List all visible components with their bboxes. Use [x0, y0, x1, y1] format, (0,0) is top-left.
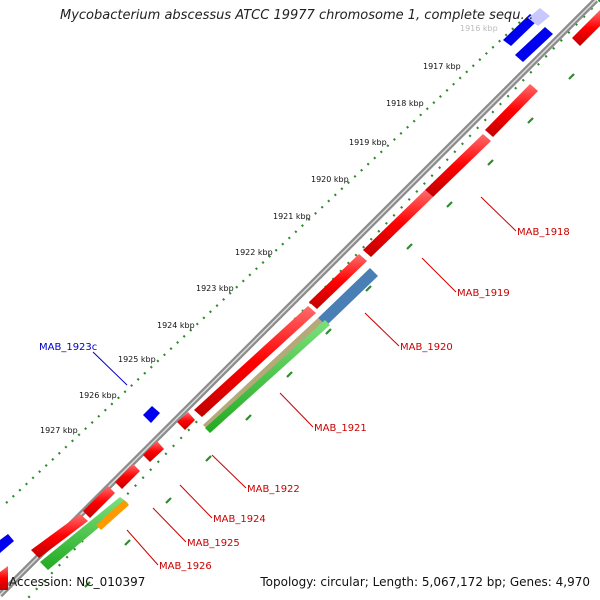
sequence-stats: Topology: circular; Length: 5,067,172 bp…: [260, 575, 590, 589]
gene-label-mab-1918[interactable]: MAB_1918: [517, 227, 570, 238]
gene-label-mab-1923c[interactable]: MAB_1923c: [39, 342, 97, 353]
tick-label: 1924 kbp: [157, 321, 195, 330]
gene-label-mab-1920[interactable]: MAB_1920: [400, 342, 453, 353]
tick-label: 1923 kbp: [196, 284, 234, 293]
tick-label: 1919 kbp: [349, 138, 387, 147]
label-leaders: [92, 196, 517, 566]
cds-arrow[interactable]: [0, 566, 8, 590]
cds-arrow[interactable]: [143, 441, 164, 462]
inner-tick-ring: [3, 21, 521, 506]
gene-bar[interactable]: [40, 497, 128, 570]
tick-labels: 1916 kbp 1917 kbp 1918 kbp 1919 kbp 1920…: [40, 24, 498, 435]
gene-label-mab-1926[interactable]: MAB_1926: [159, 561, 212, 572]
cds-arrow[interactable]: [83, 486, 115, 518]
cds-arrow-reverse[interactable]: [0, 534, 14, 553]
accession-label: Accession: NC_010397: [9, 575, 146, 589]
reverse-cds-track: [0, 8, 553, 553]
cds-arrow[interactable]: [485, 84, 538, 137]
misc-feature-blue[interactable]: [318, 268, 378, 326]
tick-label: 1925 kbp: [118, 355, 156, 364]
cds-arrow-reverse-faded[interactable]: [528, 8, 550, 26]
cds-arrow-reverse[interactable]: [515, 27, 553, 62]
gene-labels: MAB_1918 MAB_1919 MAB_1920 MAB_1921 MAB_…: [39, 227, 570, 572]
cds-arrow[interactable]: [572, 10, 600, 46]
cds-arrow[interactable]: [177, 412, 195, 430]
orange-feature[interactable]: [96, 500, 129, 530]
gene-label-mab-1925[interactable]: MAB_1925: [187, 538, 240, 549]
gene-label-mab-1921[interactable]: MAB_1921: [314, 423, 367, 434]
tick-label: 1920 kbp: [311, 175, 349, 184]
tick-label: 1916 kbp: [460, 24, 498, 33]
cds-arrow-reverse[interactable]: [143, 406, 160, 423]
cds-arrow-reverse[interactable]: [503, 14, 538, 46]
tick-label: 1921 kbp: [273, 212, 311, 221]
tick-label: 1926 kbp: [79, 391, 117, 400]
cds-arrow[interactable]: [115, 464, 140, 489]
cds-arrow[interactable]: [425, 134, 491, 197]
tick-label: 1918 kbp: [386, 99, 424, 108]
gene-label-mab-1919[interactable]: MAB_1919: [457, 288, 510, 299]
gene-track: [40, 320, 330, 570]
cds-arrow[interactable]: [363, 190, 433, 257]
gene-label-mab-1924[interactable]: MAB_1924: [213, 514, 266, 525]
tick-label: 1927 kbp: [40, 426, 78, 435]
map-title: Mycobacterium abscessus ATCC 19977 chrom…: [60, 8, 540, 23]
gene-bar[interactable]: [205, 320, 330, 433]
cds-arrow[interactable]: [194, 306, 316, 417]
tick-label: 1922 kbp: [235, 248, 273, 257]
forward-cds-track: [0, 10, 600, 590]
cds-arrow[interactable]: [31, 514, 88, 558]
tick-label: 1917 kbp: [423, 62, 461, 71]
cds-arrow[interactable]: [309, 254, 367, 309]
gene-label-mab-1922[interactable]: MAB_1922: [247, 484, 300, 495]
outer-ring-dashes: [84, 73, 575, 588]
